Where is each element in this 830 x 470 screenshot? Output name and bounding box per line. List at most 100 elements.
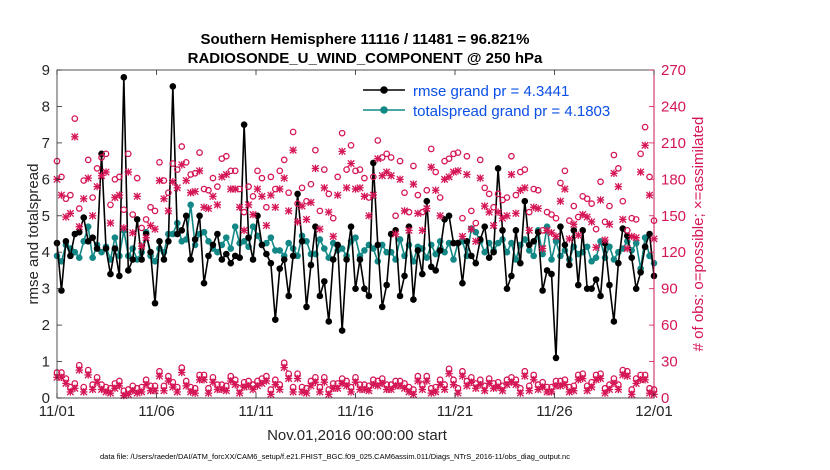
rmse-point	[499, 227, 506, 234]
spread-point	[111, 234, 119, 241]
obs-assimilated-marker	[342, 382, 351, 390]
obs-assimilated-marker	[552, 232, 560, 241]
obs-assimilated-marker	[182, 176, 190, 185]
obs-assimilated-marker	[222, 387, 230, 395]
obs-assimilated-marker	[605, 385, 614, 394]
rmse-point	[427, 263, 435, 271]
obs-assimilated-marker	[267, 390, 275, 399]
obs-assimilated-marker	[169, 178, 177, 186]
obs-assimilated-marker	[204, 204, 213, 213]
obs-possible-marker	[641, 123, 649, 131]
obs-assimilated-marker	[276, 185, 284, 193]
y-axis-left: 0 1 2 3 4 5 6 7 8 9	[42, 62, 62, 407]
obs-assimilated-marker	[512, 380, 520, 389]
rmse-point	[280, 256, 288, 263]
rmse-point	[543, 267, 551, 274]
rmse-point	[107, 270, 114, 278]
obs-possible-marker	[258, 174, 266, 182]
obs-assimilated-marker	[570, 387, 578, 395]
rmse-point	[196, 212, 203, 220]
obs-possible-marker	[156, 158, 163, 166]
spread-point	[98, 248, 105, 256]
rmse-point	[307, 261, 315, 269]
obs-possible-marker	[343, 166, 350, 173]
x-tick-label: 12/01	[635, 403, 673, 420]
obs-assimilated-marker	[333, 191, 342, 199]
obs-possible-marker	[485, 190, 493, 198]
obs-possible-marker	[84, 156, 92, 164]
rmse-point	[285, 292, 292, 300]
obs-possible-marker	[338, 129, 346, 137]
y-left-tick-label: 4	[42, 244, 50, 261]
obs-possible-marker	[383, 150, 391, 158]
obs-possible-marker	[169, 160, 177, 167]
obs-assimilated-marker	[641, 376, 649, 384]
spread-point	[240, 237, 248, 245]
rmse-point	[592, 276, 600, 283]
obs-assimilated-marker	[498, 387, 507, 395]
rmse-point	[245, 234, 252, 241]
rmse-point	[294, 190, 301, 198]
obs-assimilated-marker	[71, 384, 79, 392]
rmse-point	[116, 272, 123, 280]
rmse-point	[169, 83, 177, 90]
obs-assimilated-marker	[160, 387, 168, 395]
obs-assimilated-marker	[329, 232, 337, 241]
y-left-tick-label: 0	[42, 390, 50, 407]
obs-assimilated-marker	[235, 389, 244, 397]
rmse-point	[557, 223, 564, 231]
obs-assimilated-marker	[423, 377, 431, 385]
obs-possible-marker	[298, 184, 306, 192]
obs-assimilated-marker	[481, 387, 489, 395]
obs-assimilated-marker	[80, 388, 88, 396]
obs-assimilated-marker	[129, 387, 137, 395]
spread-point	[361, 247, 368, 254]
rmse-point	[214, 230, 221, 238]
obs-possible-marker	[548, 211, 555, 218]
rmse-point	[374, 241, 382, 249]
obs-assimilated-marker	[120, 224, 128, 232]
rmse-point	[485, 254, 493, 261]
spread-point	[450, 256, 457, 263]
obs-assimilated-marker	[66, 209, 75, 218]
legend-rmse-label: rmse grand pr = 4.3441	[413, 83, 569, 100]
obs-assimilated-marker	[316, 388, 324, 396]
obs-possible-marker	[414, 191, 422, 199]
spread-point	[205, 237, 212, 245]
rmse-point	[566, 261, 573, 269]
obs-assimilated-marker	[88, 212, 97, 220]
obs-assimilated-marker	[302, 389, 311, 397]
obs-assimilated-marker	[378, 379, 386, 388]
obs-assimilated-marker	[556, 197, 565, 205]
obs-assimilated-marker	[102, 388, 110, 396]
obs-assimilated-marker	[137, 242, 146, 250]
x-tick-label: 11/21	[437, 403, 473, 420]
obs-assimilated-marker	[124, 168, 132, 176]
obs-possible-marker	[619, 197, 627, 205]
spread-point	[592, 254, 600, 261]
obs-assimilated-marker	[347, 388, 355, 396]
x-tick-label: 11/26	[536, 403, 572, 420]
obs-assimilated-marker	[440, 385, 449, 394]
obs-assimilated-marker	[204, 389, 213, 397]
obs-assimilated-marker	[142, 233, 150, 242]
y-right-tick-label: 90	[661, 281, 678, 298]
obs-possible-marker	[521, 166, 529, 173]
rmse-point	[129, 256, 137, 263]
rmse-point	[120, 73, 128, 81]
spread-point	[396, 236, 404, 243]
rmse-point	[423, 197, 431, 205]
obs-possible-marker	[352, 167, 359, 175]
obs-assimilated-marker	[534, 204, 542, 213]
obs-assimilated-marker	[503, 212, 511, 220]
rmse-point	[93, 245, 101, 252]
obs-possible-marker	[62, 195, 70, 203]
rmse-point	[209, 241, 217, 249]
rmse-point	[133, 216, 141, 223]
y-axis-right: 0 30 60 90 120 150 180 210 240 270	[649, 62, 686, 407]
obs-possible-marker	[450, 150, 457, 158]
obs-assimilated-marker	[213, 201, 222, 209]
obs-assimilated-marker	[619, 215, 627, 224]
obs-assimilated-marker	[628, 390, 636, 399]
obs-assimilated-marker	[587, 218, 596, 226]
